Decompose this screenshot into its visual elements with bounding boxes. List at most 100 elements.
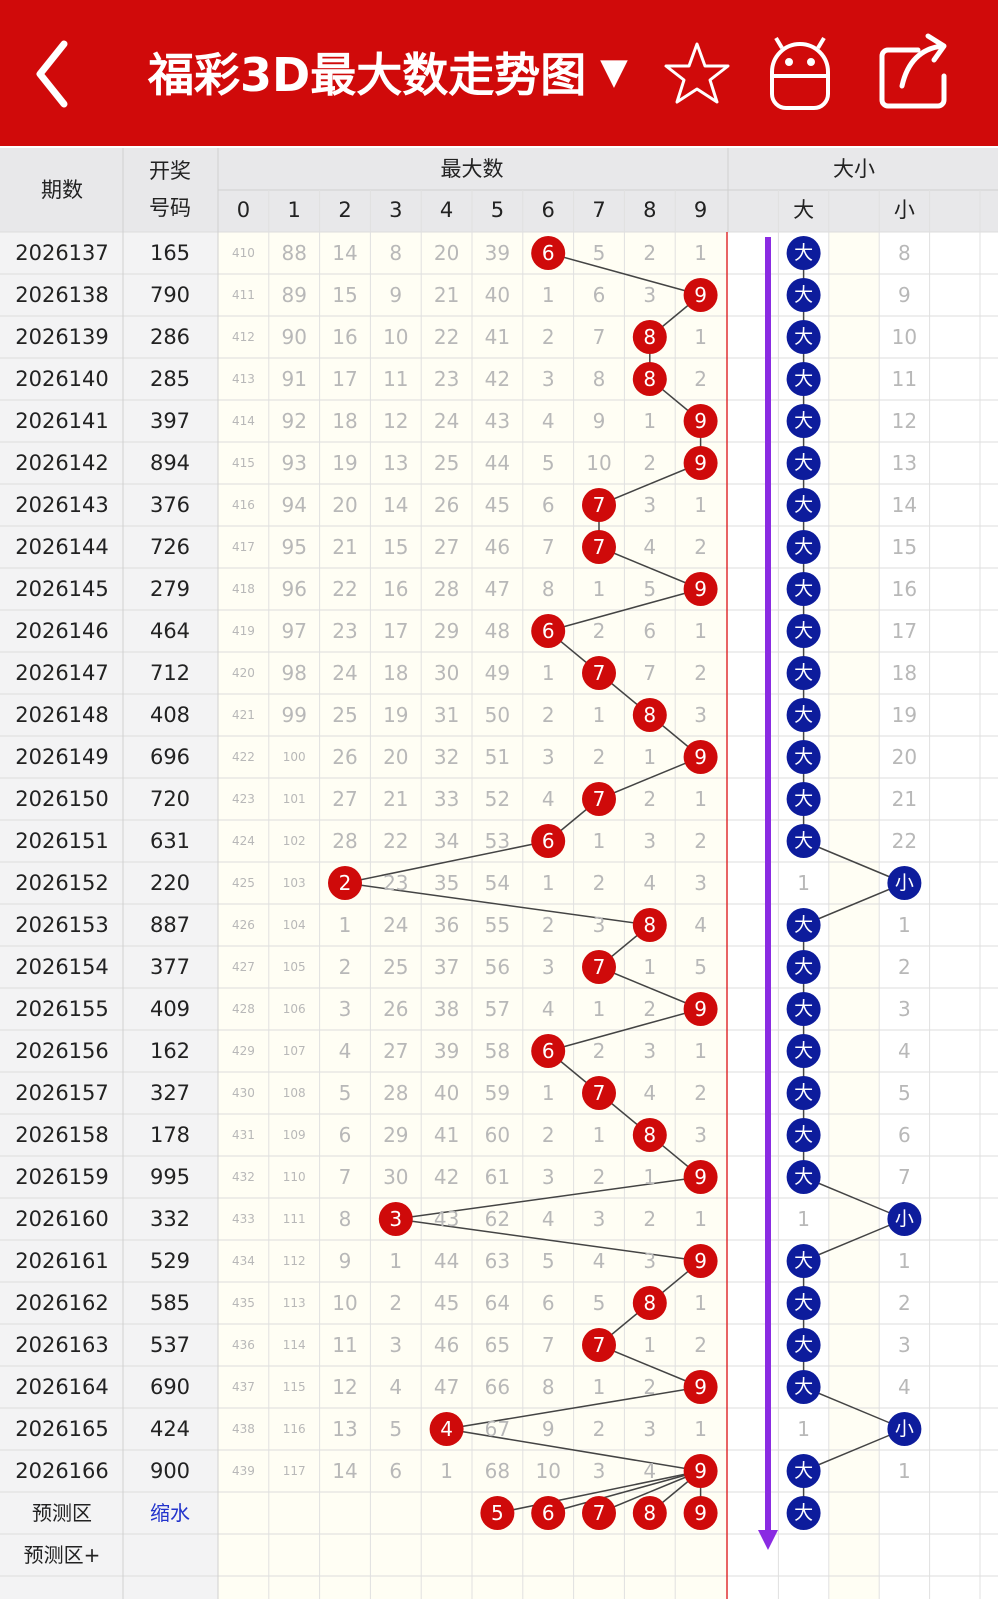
miss-count: 1 — [898, 913, 911, 937]
hit-ball — [632, 1118, 667, 1152]
miss-count: 5 — [898, 1081, 911, 1105]
size-label: 大 — [794, 1334, 813, 1356]
forecast-ball — [632, 1496, 667, 1530]
hit-ball — [531, 1034, 566, 1068]
issue: 2026147 — [15, 661, 109, 685]
miss-count: 17 — [892, 619, 917, 643]
size-label: 大 — [794, 998, 813, 1020]
miss-count: 48 — [485, 619, 510, 643]
miss-count: 2 — [593, 1165, 606, 1189]
trend-line — [548, 1470, 701, 1514]
miss-count: 1 — [643, 1165, 656, 1189]
miss-count: 2 — [694, 535, 707, 559]
miss-count: 96 — [281, 577, 306, 601]
hit-ball — [683, 572, 718, 606]
draw-number: 408 — [150, 703, 190, 727]
miss-count: 5 — [542, 1249, 555, 1273]
page-title[interactable]: 福彩3D最大数走势图 — [147, 48, 586, 102]
size-ball — [786, 1454, 821, 1488]
miss-count: 4 — [542, 787, 555, 811]
miss-count: 1 — [542, 283, 555, 307]
draw-number: 397 — [150, 409, 190, 433]
miss-count: 44 — [485, 451, 510, 475]
miss-count: 1 — [694, 787, 707, 811]
hit-ball — [582, 1076, 616, 1110]
size-ball — [786, 278, 821, 312]
hit-ball — [683, 1244, 718, 1278]
size-label: 大 — [794, 746, 813, 768]
miss-count: 1 — [898, 1249, 911, 1273]
miss-count: 13 — [332, 1417, 357, 1441]
miss-count: 1 — [797, 1417, 810, 1441]
trend-line — [395, 1218, 701, 1262]
forecast-link[interactable]: 缩水 — [150, 1501, 190, 1525]
draw-number: 900 — [150, 1459, 190, 1483]
miss-count: 1 — [593, 997, 606, 1021]
miss-count: 22 — [332, 577, 357, 601]
miss-count: 1 — [440, 1459, 453, 1483]
miss-count: 420 — [232, 666, 255, 680]
trend-line — [803, 1218, 905, 1262]
miss-count: 1 — [643, 1333, 656, 1357]
size-ball — [786, 1034, 821, 1068]
miss-count: 41 — [485, 325, 510, 349]
miss-count: 45 — [434, 1291, 459, 1315]
trend-line — [497, 1470, 701, 1514]
miss-count: 8 — [542, 1375, 555, 1399]
miss-count: 43 — [485, 409, 510, 433]
miss-count: 1 — [694, 619, 707, 643]
miss-count: 2 — [542, 1123, 555, 1147]
miss-count: 115 — [283, 1380, 306, 1394]
size-ball — [786, 614, 821, 648]
miss-count: 89 — [281, 283, 306, 307]
size-label: 大 — [794, 620, 813, 642]
size-ball — [786, 1286, 821, 1320]
miss-count: 3 — [643, 1417, 656, 1441]
android-button[interactable] — [770, 36, 830, 110]
trend-line — [344, 882, 650, 926]
miss-count: 36 — [434, 913, 459, 937]
miss-count: 429 — [232, 1044, 255, 1058]
draw-number: 464 — [150, 619, 190, 643]
miss-count: 51 — [485, 745, 510, 769]
issue: 2026152 — [15, 871, 109, 895]
share-button[interactable] — [879, 33, 947, 109]
miss-count: 6 — [542, 1291, 555, 1315]
header-number: 开奖 — [149, 159, 191, 183]
miss-count: 2 — [694, 1333, 707, 1357]
issue: 2026146 — [15, 619, 109, 643]
favorite-button[interactable] — [664, 42, 730, 104]
miss-count: 12 — [383, 409, 408, 433]
miss-count: 59 — [485, 1081, 510, 1105]
miss-count: 423 — [232, 792, 255, 806]
issue: 2026145 — [15, 577, 109, 601]
issue: 2026161 — [15, 1249, 109, 1273]
miss-count: 8 — [339, 1207, 352, 1231]
miss-count: 432 — [232, 1170, 255, 1184]
miss-count: 105 — [283, 960, 306, 974]
size-ball — [786, 1370, 821, 1404]
miss-count: 28 — [332, 829, 357, 853]
trend-line — [598, 966, 701, 1010]
hit-number: 6 — [542, 1039, 555, 1063]
miss-count: 3 — [542, 745, 555, 769]
miss-count: 11 — [892, 367, 917, 391]
miss-count: 31 — [434, 703, 459, 727]
forecast-number: 9 — [694, 1501, 707, 1525]
miss-count: 17 — [383, 619, 408, 643]
miss-count: 21 — [892, 787, 917, 811]
hit-number: 9 — [694, 1459, 707, 1483]
size-label: 大 — [794, 1250, 813, 1272]
forecast-ball — [683, 1496, 718, 1530]
back-button[interactable] — [36, 40, 68, 108]
hit-number: 7 — [593, 1333, 606, 1357]
miss-count: 5 — [339, 1081, 352, 1105]
dropdown-arrow[interactable]: ▼ — [600, 52, 628, 93]
miss-count: 9 — [542, 1417, 555, 1441]
size-ball — [887, 866, 922, 900]
hit-number: 7 — [593, 535, 606, 559]
miss-count: 4 — [542, 1207, 555, 1231]
hit-ball — [531, 236, 566, 270]
miss-count: 113 — [283, 1296, 306, 1310]
